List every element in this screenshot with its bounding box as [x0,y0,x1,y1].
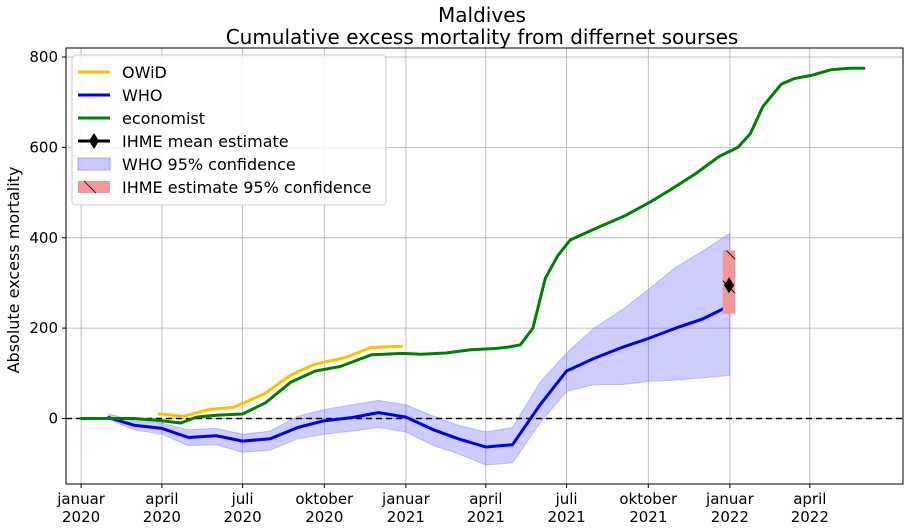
x-tick-label: juli [555,490,578,508]
legend-label: OWiD [122,63,167,82]
chart-subtitle: Cumulative excess mortality from differn… [226,25,739,49]
x-tick-label: juli [231,490,254,508]
x-tick-label: 2021 [548,508,586,526]
x-tick-label: 2022 [791,508,829,526]
x-tick-label: 2022 [711,508,749,526]
legend-label: WHO [122,86,162,105]
legend-label: WHO 95% confidence [122,155,296,174]
series-line-who [107,304,732,449]
legend-swatch-band [77,157,111,171]
ihme-estimate [722,250,736,314]
y-tick-label: 400 [29,229,58,247]
chart-title: Maldives [438,3,526,27]
confidence-bands [66,232,903,466]
x-tick-label: april [469,490,502,508]
legend-entry: OWiD [78,63,167,82]
x-tick-label: 2021 [467,508,505,526]
legend-swatch-marker [89,133,99,149]
x-tick-label: 2020 [224,508,262,526]
legend-label: economist [122,109,205,128]
series-lines [79,66,866,449]
legend-entry: economist [78,109,205,128]
legend-entry: WHO 95% confidence [77,155,296,174]
legend-label: IHME mean estimate [122,132,289,151]
y-tick-label: 800 [29,48,58,66]
x-tick-label: 2021 [387,508,425,526]
legend-box [71,54,387,206]
series-line-owid [157,344,403,418]
x-tick-label: 2021 [629,508,667,526]
x-tick-label: oktober [619,490,678,508]
who-confidence-band [108,232,731,466]
plot-frame [65,47,904,485]
x-tick-label: januar [705,490,755,508]
x-tick-label: januar [56,490,106,508]
x-tick-label: 2020 [305,508,343,526]
y-tick-label: 0 [48,410,58,428]
x-tick-label: januar [381,490,431,508]
legend: OWiD WHO economist IHME mean estimate WHO 95… [71,54,387,206]
y-tick-label: 200 [29,319,58,337]
y-axis-label: Absolute excess mortality [4,167,23,374]
legend-swatch-hatch [83,180,97,194]
legend-swatch-box [78,181,110,193]
legend-entry: WHO [78,86,162,105]
x-tick-label: oktober [295,490,354,508]
axis-ticks: januar2020april2020juli2020oktober2020ja… [29,48,829,526]
x-tick-label: april [793,490,826,508]
x-tick-label: april [145,490,178,508]
chart-title-block: Maldives Cumulative excess mortality fro… [226,3,739,49]
legend-entry: IHME mean estimate [78,132,289,151]
legend-entry: IHME estimate 95% confidence [78,178,371,197]
series-line-economist [79,66,866,425]
x-tick-label: 2020 [62,508,100,526]
ihme-mean-marker [724,277,735,294]
legend-label: IHME estimate 95% confidence [122,178,371,197]
y-tick-label: 600 [29,138,58,156]
x-tick-label: 2020 [143,508,181,526]
